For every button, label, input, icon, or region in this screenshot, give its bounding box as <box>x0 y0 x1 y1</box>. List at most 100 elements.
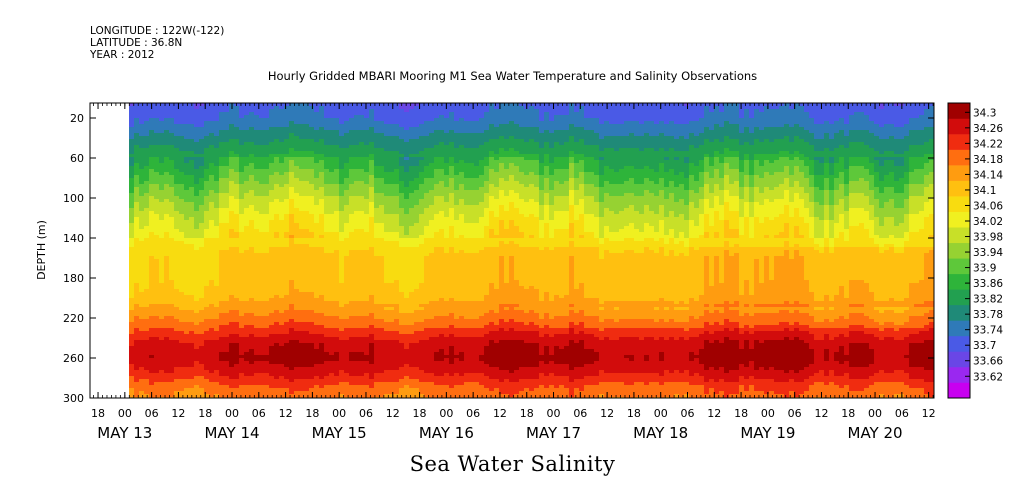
field-cell <box>239 226 245 230</box>
field-cell <box>184 319 190 323</box>
field-cell <box>314 310 320 314</box>
field-cell <box>299 214 305 218</box>
field-cell <box>169 250 175 254</box>
field-cell <box>349 349 355 353</box>
field-cell <box>314 313 320 317</box>
field-cell <box>154 295 160 299</box>
field-cell <box>229 289 235 293</box>
field-cell <box>234 388 240 392</box>
field-cell <box>364 352 370 356</box>
field-cell <box>274 328 280 332</box>
field-cell <box>334 166 340 170</box>
field-cell <box>194 391 200 395</box>
field-cell <box>344 307 350 311</box>
field-cell <box>254 340 260 344</box>
field-cell <box>249 214 255 218</box>
field-cell <box>329 184 335 188</box>
field-cell <box>174 142 180 146</box>
field-cell <box>249 289 255 293</box>
field-cell <box>204 319 210 323</box>
field-cell <box>134 250 140 254</box>
field-cell <box>309 235 315 239</box>
field-cell <box>299 277 305 281</box>
field-cell <box>179 289 185 293</box>
field-cell <box>199 196 205 200</box>
field-cell <box>349 385 355 389</box>
field-cell <box>354 160 360 164</box>
field-cell <box>379 145 385 149</box>
field-cell <box>219 193 225 197</box>
field-cell <box>164 286 170 290</box>
field-cell <box>319 217 325 221</box>
field-cell <box>149 133 155 137</box>
field-cell <box>249 166 255 170</box>
field-cell <box>374 316 380 320</box>
field-cell <box>314 268 320 272</box>
field-cell <box>149 187 155 191</box>
field-cell <box>289 283 295 287</box>
field-cell <box>164 334 170 338</box>
field-cell <box>244 379 250 383</box>
field-cell <box>269 292 275 296</box>
field-cell <box>314 145 320 149</box>
field-cell <box>234 262 240 266</box>
field-cell <box>164 322 170 326</box>
field-cell <box>149 352 155 356</box>
field-cell <box>364 316 370 320</box>
field-cell <box>149 136 155 140</box>
field-cell <box>159 130 165 134</box>
field-cell <box>129 163 135 167</box>
field-cell <box>259 205 265 209</box>
field-cell <box>154 376 160 380</box>
field-cell <box>354 343 360 347</box>
field-cell <box>279 364 285 368</box>
field-cell <box>174 124 180 128</box>
field-cell <box>249 382 255 386</box>
field-cell <box>244 331 250 335</box>
field-cell <box>214 244 220 248</box>
field-cell <box>234 163 240 167</box>
field-cell <box>354 286 360 290</box>
field-cell <box>189 181 195 185</box>
field-cell <box>219 388 225 392</box>
field-cell <box>154 319 160 323</box>
field-cell <box>139 301 145 305</box>
field-cell <box>224 364 230 368</box>
field-cell <box>274 361 280 365</box>
field-cell <box>374 205 380 209</box>
field-cell <box>369 241 375 245</box>
field-cell <box>129 238 135 242</box>
field-cell <box>274 157 280 161</box>
field-cell <box>164 343 170 347</box>
field-cell <box>354 211 360 215</box>
field-cell <box>274 241 280 245</box>
field-cell <box>224 226 230 230</box>
field-cell <box>229 202 235 206</box>
field-cell <box>339 115 345 119</box>
field-cell <box>244 235 250 239</box>
field-cell <box>299 190 305 194</box>
field-cell <box>294 334 300 338</box>
field-cell <box>359 235 365 239</box>
field-cell <box>249 157 255 161</box>
field-cell <box>219 304 225 308</box>
field-cell <box>209 325 215 329</box>
field-cell <box>304 370 310 374</box>
field-cell <box>149 283 155 287</box>
field-cell <box>159 385 165 389</box>
field-cell <box>144 295 150 299</box>
field-cell <box>144 202 150 206</box>
field-cell <box>139 229 145 233</box>
field-cell <box>349 226 355 230</box>
field-cell <box>379 154 385 158</box>
field-cell <box>284 169 290 173</box>
field-cell <box>129 298 135 302</box>
field-cell <box>239 313 245 317</box>
field-cell <box>374 139 380 143</box>
field-cell <box>199 205 205 209</box>
field-cell <box>284 382 290 386</box>
field-cell <box>314 346 320 350</box>
field-cell <box>224 166 230 170</box>
field-cell <box>304 361 310 365</box>
field-cell <box>349 259 355 263</box>
